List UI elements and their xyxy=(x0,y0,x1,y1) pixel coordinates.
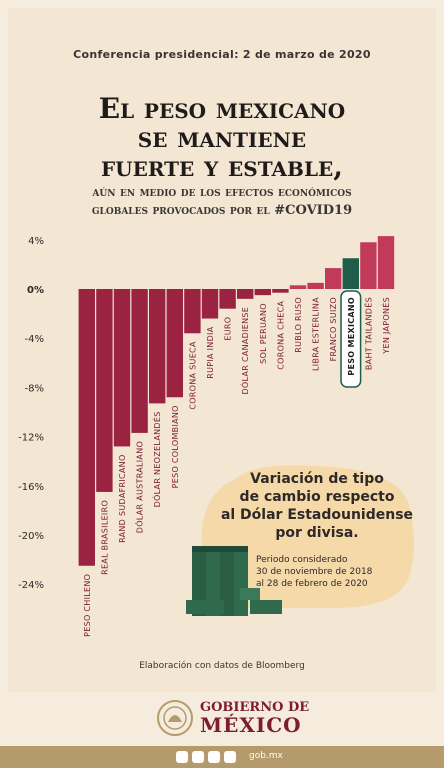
highlight-label-frame xyxy=(340,290,362,388)
info-box: Variación de tipo de cambio respecto al … xyxy=(194,462,416,612)
category-label: EURO xyxy=(224,317,233,341)
y-tick-label: -12% xyxy=(18,433,44,444)
y-tick-label: -16% xyxy=(18,482,44,493)
currency-bar-chart: 4% 0% -4% -8% -12% -16% -20% -24% PESO CHILENO R… xyxy=(18,236,395,637)
info-box-title-line: Variación de tipo xyxy=(250,471,384,487)
footer xyxy=(0,692,444,746)
facebook-icon[interactable] xyxy=(176,751,188,763)
category-label: DÓLAR AUSTRALIANO xyxy=(134,441,145,533)
bar xyxy=(201,289,219,319)
bar xyxy=(219,289,236,309)
category-label: SOL PERUANO xyxy=(259,303,268,364)
category-label: DÓLAR NEOZELANDÉS xyxy=(151,411,162,507)
bars xyxy=(78,236,395,566)
bar xyxy=(96,289,113,492)
info-box-period: Periodo considerado 30 de noviembre de 2… xyxy=(256,554,416,590)
bar xyxy=(377,236,395,289)
info-box-title-line: al Dólar Estadounidense xyxy=(220,507,414,523)
category-label: DÓLAR CANADIENSE xyxy=(239,307,250,395)
bar xyxy=(289,285,307,289)
category-label: YEN JAPONÉS xyxy=(380,297,391,355)
eagle-seal-icon xyxy=(157,700,193,736)
bar xyxy=(272,289,289,293)
youtube-icon[interactable] xyxy=(224,751,236,763)
bottom-bar: gob.mx xyxy=(0,746,444,768)
bar xyxy=(131,289,148,433)
bar xyxy=(149,289,166,404)
y-tick-label: -8% xyxy=(25,383,44,394)
subtitle-line-2: globales provocados por el #COVID19 xyxy=(91,203,353,218)
category-label: CORONA SUECA xyxy=(188,341,197,410)
bar xyxy=(342,258,359,289)
category-label: PESO COLOMBIANO xyxy=(171,405,180,488)
title-line-2: se mantiene xyxy=(137,121,307,154)
category-label: REAL BRASILEIRO xyxy=(100,500,109,575)
bar xyxy=(325,268,342,289)
twitter-icon[interactable] xyxy=(192,751,204,763)
category-label: PESO CHILENO xyxy=(83,574,92,637)
category-label: PESO MEXICANO xyxy=(347,297,356,376)
category-label: CORONA CHECA xyxy=(276,300,285,369)
bar xyxy=(360,242,377,289)
source-note: Elaboración con datos de Bloomberg xyxy=(139,661,305,671)
y-tick-label: -20% xyxy=(18,531,44,542)
gov-logo-line-1: GOBIERNO DE xyxy=(200,700,310,715)
title-line-3: fuerte y estable, xyxy=(100,150,343,183)
period-line: al 28 de febrero de 2020 xyxy=(256,579,368,589)
money-stack-icon xyxy=(186,546,282,616)
y-tick-label: -24% xyxy=(18,580,44,591)
bar xyxy=(254,289,271,296)
bar xyxy=(184,289,201,334)
y-axis: 4% 0% -4% -8% -12% -16% -20% -24% xyxy=(18,236,44,591)
category-label: RAND SUDAFRICANO xyxy=(118,454,127,542)
y-tick-label: -4% xyxy=(25,334,44,345)
category-label: RUBLO RUSO xyxy=(294,297,303,353)
category-label: RUPIA INDIA xyxy=(206,326,215,378)
category-label: LIBRA ESTERLINA xyxy=(312,297,321,371)
gov-logo-line-2: MÉXICO xyxy=(200,713,302,737)
subtitle-line-1: aún en medio de los efectos económicos xyxy=(92,185,352,200)
conference-date: Conferencia presidencial: 2 de marzo de … xyxy=(73,48,371,61)
info-box-title-line: de cambio respecto xyxy=(239,489,395,505)
bar xyxy=(307,282,324,289)
info-box-title: Variación de tipo de cambio respecto al … xyxy=(212,470,422,542)
period-line: Periodo considerado xyxy=(256,555,348,565)
website-link[interactable]: gob.mx xyxy=(249,751,283,761)
category-label: BAHT TAILANDÉS xyxy=(362,297,373,370)
instagram-icon[interactable] xyxy=(208,751,220,763)
info-box-title-line: por divisa. xyxy=(275,525,359,541)
info-box-shape xyxy=(201,465,414,608)
bar xyxy=(237,289,254,299)
bar xyxy=(166,289,183,398)
y-tick-label: 4% xyxy=(28,236,44,247)
category-labels: PESO CHILENO REAL BRASILEIRO RAND SUDAFRIC… xyxy=(83,290,391,637)
title-line-1: El peso mexicano xyxy=(98,92,346,125)
bar xyxy=(78,289,95,566)
category-label: FRANCO SUIZO xyxy=(329,297,338,361)
y-tick-label: 0% xyxy=(27,285,44,296)
period-line: 30 de noviembre de 2018 xyxy=(256,567,373,577)
bar xyxy=(113,289,131,447)
